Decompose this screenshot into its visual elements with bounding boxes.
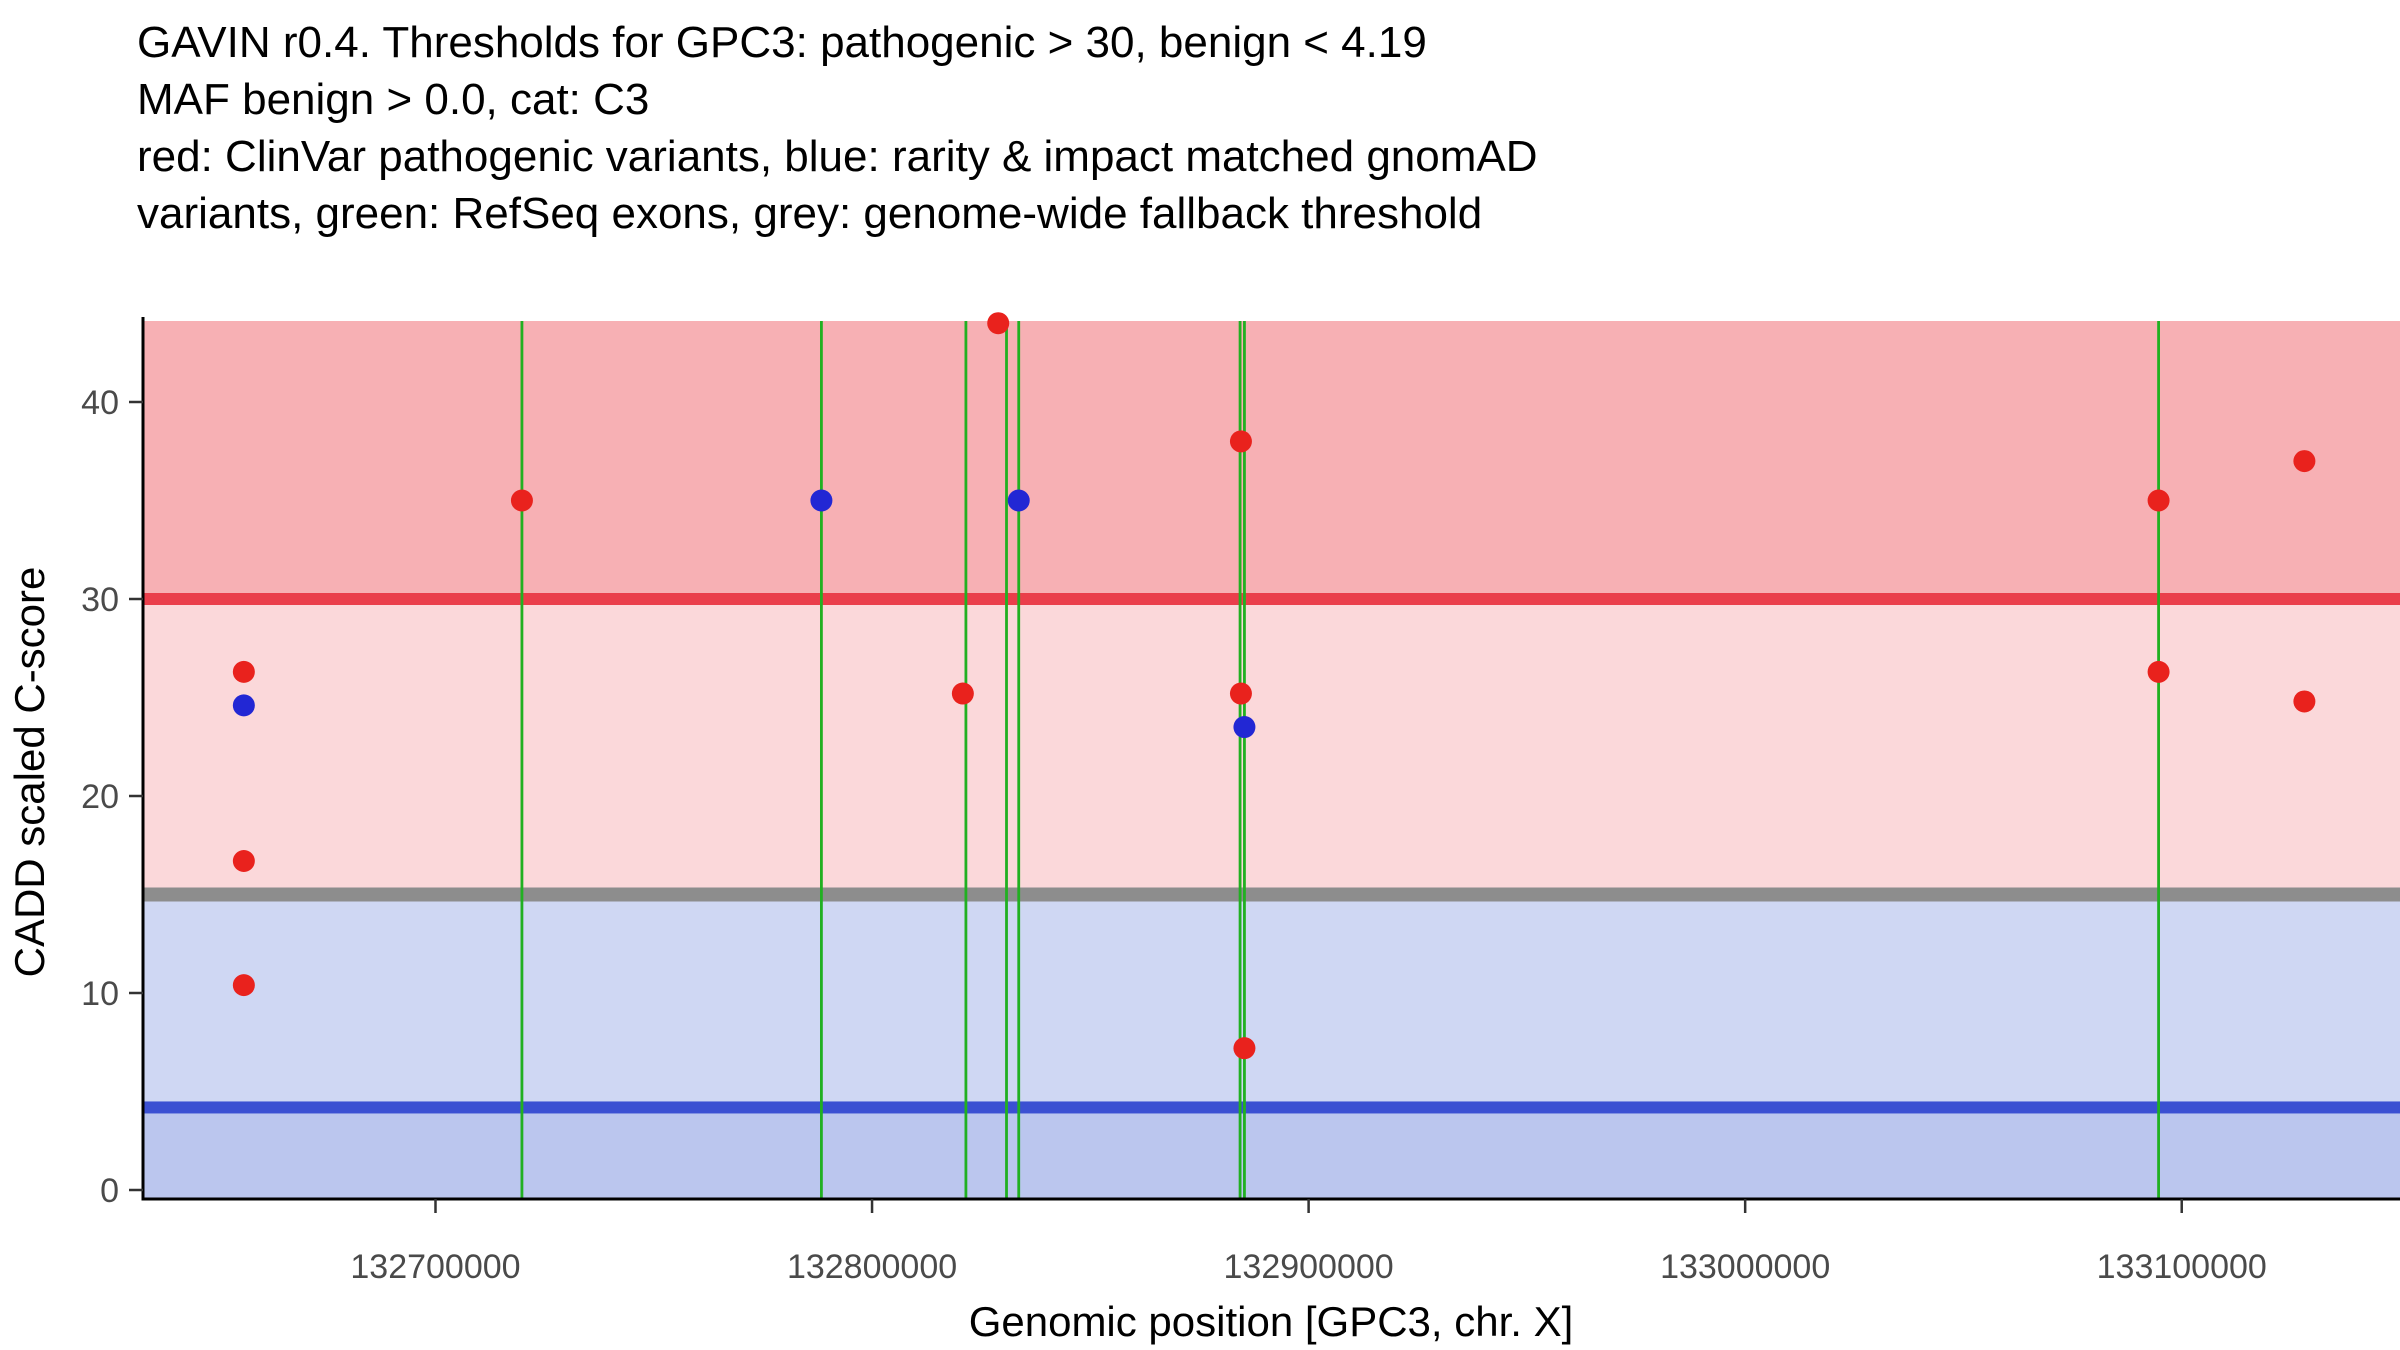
plot-title-line-2: MAF benign > 0.0, cat: C3 <box>137 75 649 124</box>
clinvar-pathogenic-point <box>1229 682 1252 705</box>
clinvar-pathogenic-point <box>2293 690 2316 713</box>
genome-wide-fallback-line <box>143 887 2400 902</box>
gnomad-matched-point <box>232 694 255 717</box>
gnomad-matched-point <box>810 489 833 512</box>
clinvar-pathogenic-point <box>2147 489 2170 512</box>
clinvar-pathogenic-point <box>232 660 255 683</box>
band-benign <box>143 1107 2400 1199</box>
clinvar-pathogenic-point <box>951 682 974 705</box>
x-tick-label: 133000000 <box>1660 1248 1830 1286</box>
plot-title-line-4: variants, green: RefSeq exons, grey: gen… <box>137 189 1482 238</box>
x-tick-label: 132900000 <box>1224 1248 1394 1286</box>
clinvar-pathogenic-point <box>1233 1037 1256 1060</box>
y-tick-label: 30 <box>81 581 119 619</box>
y-tick-label: 20 <box>81 778 119 816</box>
plot-title-line-1: GAVIN r0.4. Thresholds for GPC3: pathoge… <box>137 18 1427 67</box>
y-tick-label: 10 <box>81 975 119 1013</box>
clinvar-pathogenic-point <box>2147 660 2170 683</box>
clinvar-pathogenic-point <box>987 312 1010 335</box>
gnomad-matched-point <box>1233 716 1256 739</box>
x-tick-label: 133100000 <box>2097 1248 2267 1286</box>
x-tick-label: 132700000 <box>350 1248 520 1286</box>
gnomad-matched-point <box>1007 489 1030 512</box>
band-pathogenic <box>143 321 2400 599</box>
clinvar-pathogenic-point <box>2293 450 2316 473</box>
x-axis-title: Genomic position [GPC3, chr. X] <box>969 1298 1574 1345</box>
clinvar-pathogenic-point <box>510 489 533 512</box>
plot-title-line-3: red: ClinVar pathogenic variants, blue: … <box>137 132 1538 181</box>
x-tick-label: 132800000 <box>787 1248 957 1286</box>
y-tick-label: 40 <box>81 384 119 422</box>
benign-threshold-line <box>143 1101 2400 1114</box>
band-uncertain-upper <box>143 599 2400 895</box>
clinvar-pathogenic-point <box>1229 430 1252 453</box>
plot-layers: 0 10 20 30 40 132700000 132800000 132900000 1330… <box>81 312 2400 1286</box>
clinvar-pathogenic-point <box>232 974 255 997</box>
y-axis-title: CADD scaled C-score <box>6 567 53 978</box>
band-uncertain-lower <box>143 894 2400 1108</box>
y-tick-label: 0 <box>100 1172 119 1210</box>
pathogenic-threshold-line <box>143 593 2400 605</box>
clinvar-pathogenic-point <box>232 850 255 873</box>
